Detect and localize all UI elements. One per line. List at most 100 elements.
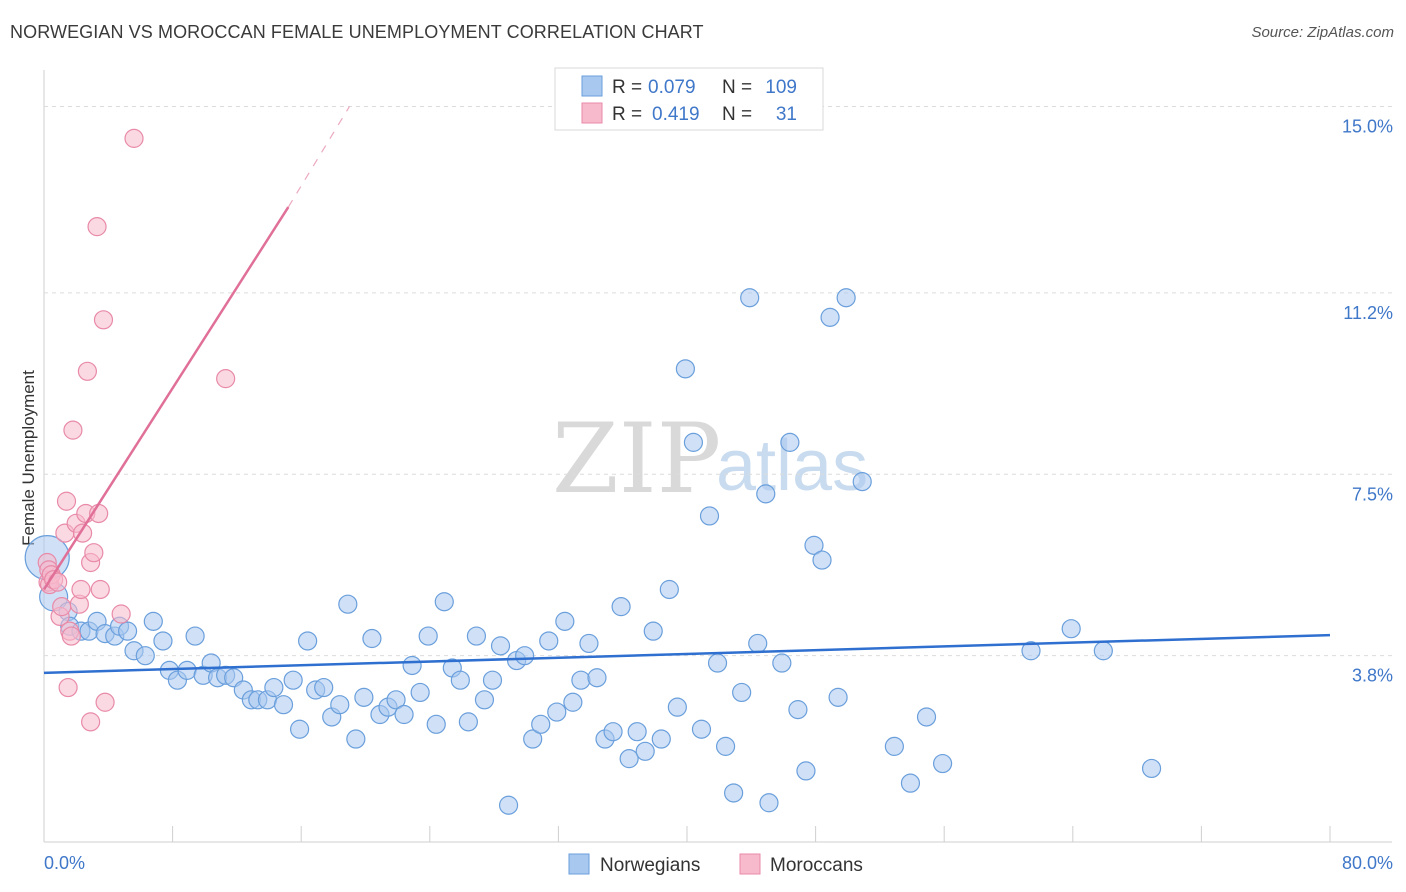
moroccan-point — [93, 310, 114, 330]
norwegian-point — [780, 432, 800, 452]
series-legend: Norwegians Moroccans — [568, 853, 863, 876]
norwegian-point — [555, 611, 575, 631]
norwegian-point — [772, 653, 792, 673]
norwegian-point — [691, 719, 712, 739]
bottom-legend-swatch-moroccans — [739, 853, 761, 875]
norwegian-point — [732, 682, 752, 703]
norwegian-point — [426, 714, 446, 734]
norwegian-point — [338, 594, 358, 614]
norwegian-point — [346, 729, 366, 749]
x-tick-label-min: 0.0% — [44, 853, 85, 873]
norwegian-point — [434, 592, 454, 612]
norwegian-point — [153, 631, 173, 651]
norwegian-point — [1093, 641, 1113, 661]
legend-r-label-1: R = — [612, 104, 642, 125]
norwegian-point — [683, 432, 704, 452]
norwegian-point — [547, 702, 567, 722]
norwegian-point — [531, 714, 551, 734]
moroccan-point — [95, 692, 115, 712]
moroccan-trendline — [42, 206, 290, 591]
norwegian-point — [804, 535, 824, 555]
gridlines — [44, 106, 1392, 657]
norwegian-point — [571, 670, 591, 690]
norwegian-point — [828, 687, 848, 707]
norwegian-point — [788, 700, 808, 720]
trendlines — [42, 106, 1331, 675]
norwegian-point — [707, 653, 728, 673]
norwegian-point — [539, 631, 559, 651]
series-norwegians — [24, 288, 1162, 815]
norwegian-point — [273, 695, 294, 715]
norwegian-point — [1141, 758, 1162, 779]
norwegian-point — [659, 579, 679, 600]
norwegian-point — [394, 704, 414, 725]
moroccan-point — [63, 420, 83, 440]
legend-n-value-0: 109 — [765, 77, 797, 98]
moroccan-point — [90, 579, 110, 600]
norwegian-point — [740, 288, 760, 308]
norwegian-point — [627, 722, 647, 742]
norwegian-point — [418, 626, 438, 646]
norwegian-point — [117, 621, 138, 641]
watermark-zip: ZIP — [552, 403, 721, 515]
norwegian-point — [402, 655, 422, 676]
norwegian-point — [498, 795, 519, 815]
moroccan-point — [216, 369, 236, 389]
norwegian-point — [759, 793, 779, 813]
norwegian-point — [298, 631, 318, 651]
norwegian-point — [482, 670, 503, 690]
x-tick-label-max: 80.0% — [1342, 853, 1393, 873]
norwegian-point — [884, 736, 904, 756]
y-tick-label: 7.5% — [1352, 484, 1393, 504]
bottom-legend-label-moroccans: Moroccans — [770, 855, 863, 876]
norwegian-point — [852, 472, 872, 492]
norwegian-trendline — [43, 633, 1331, 675]
norwegian-point — [748, 633, 768, 654]
moroccan-point — [84, 543, 104, 563]
moroccan-point — [61, 626, 81, 646]
y-tick-labels: 3.8% 7.5% 11.2% 15.0% — [1342, 117, 1393, 686]
norwegian-point — [523, 729, 543, 749]
norwegian-point — [932, 753, 953, 774]
moroccan-point — [71, 579, 91, 600]
legend-n-label-0: N = — [722, 77, 752, 98]
norwegian-point — [643, 621, 663, 641]
norwegian-point — [675, 359, 695, 379]
moroccan-point — [56, 491, 77, 511]
norwegian-point — [715, 736, 736, 756]
legend-r-value-0: 0.079 — [648, 77, 696, 98]
chart-title: NORWEGIAN VS MOROCCAN FEMALE UNEMPLOYMEN… — [10, 22, 704, 42]
norwegian-point — [1021, 641, 1041, 661]
norwegian-point — [900, 773, 921, 793]
norwegian-point — [490, 636, 511, 656]
norwegian-point — [635, 741, 655, 761]
norwegian-point — [143, 611, 163, 631]
norwegian-point — [386, 690, 406, 710]
bottom-legend-swatch-norwegians — [568, 853, 590, 875]
norwegian-point — [820, 307, 840, 327]
moroccan-point — [111, 604, 131, 624]
norwegian-point — [283, 670, 303, 690]
y-tick-label: 11.2% — [1343, 303, 1393, 323]
y-tick-label: 15.0% — [1342, 117, 1393, 137]
norwegian-point — [699, 506, 720, 526]
moroccan-point — [81, 712, 101, 732]
norwegian-point — [410, 682, 430, 703]
norwegian-point — [362, 628, 382, 649]
legend-swatch-moroccans — [581, 102, 603, 124]
y-tick-label: 3.8% — [1352, 666, 1393, 686]
y-axis-label: Female Unemployment — [19, 370, 38, 546]
x-ticks — [43, 826, 1331, 842]
norwegian-point — [651, 729, 671, 749]
norwegian-point — [289, 719, 310, 739]
series-moroccans — [37, 128, 236, 732]
norwegian-point — [354, 687, 374, 707]
norwegian-point — [619, 749, 639, 769]
legend-r-value-1: 0.419 — [652, 104, 700, 125]
norwegian-point — [611, 597, 631, 617]
moroccan-point — [87, 217, 107, 237]
norwegian-point — [177, 660, 197, 680]
legend-n-label-1: N = — [722, 104, 752, 125]
legend-swatch-norwegians — [581, 75, 603, 97]
